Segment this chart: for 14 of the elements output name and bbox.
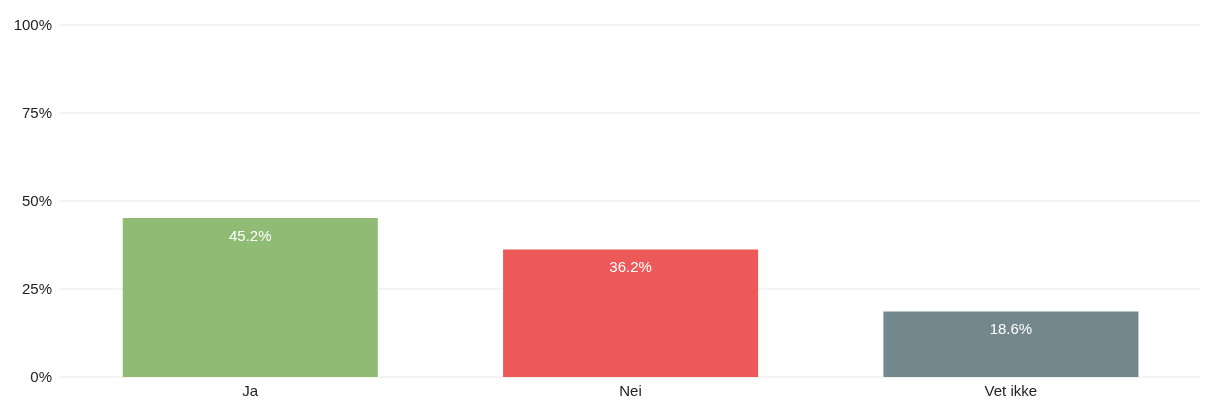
y-tick-label: 50% — [21, 192, 52, 210]
x-tick-label: Ja — [242, 381, 259, 399]
data-label: 45.2% — [228, 226, 272, 244]
x-tick-label: Vet ikke — [984, 381, 1038, 399]
y-tick-label: 100% — [13, 16, 52, 34]
data-label: 36.2% — [609, 258, 652, 276]
y-tick-label: 75% — [21, 104, 52, 122]
bar — [883, 311, 1139, 377]
y-tick-label: 25% — [21, 280, 52, 298]
y-tick-label: 0% — [30, 368, 52, 386]
bar — [503, 249, 759, 377]
bar — [122, 217, 378, 377]
data-label: 18.6% — [989, 320, 1033, 338]
x-tick-label: Nei — [619, 381, 642, 399]
